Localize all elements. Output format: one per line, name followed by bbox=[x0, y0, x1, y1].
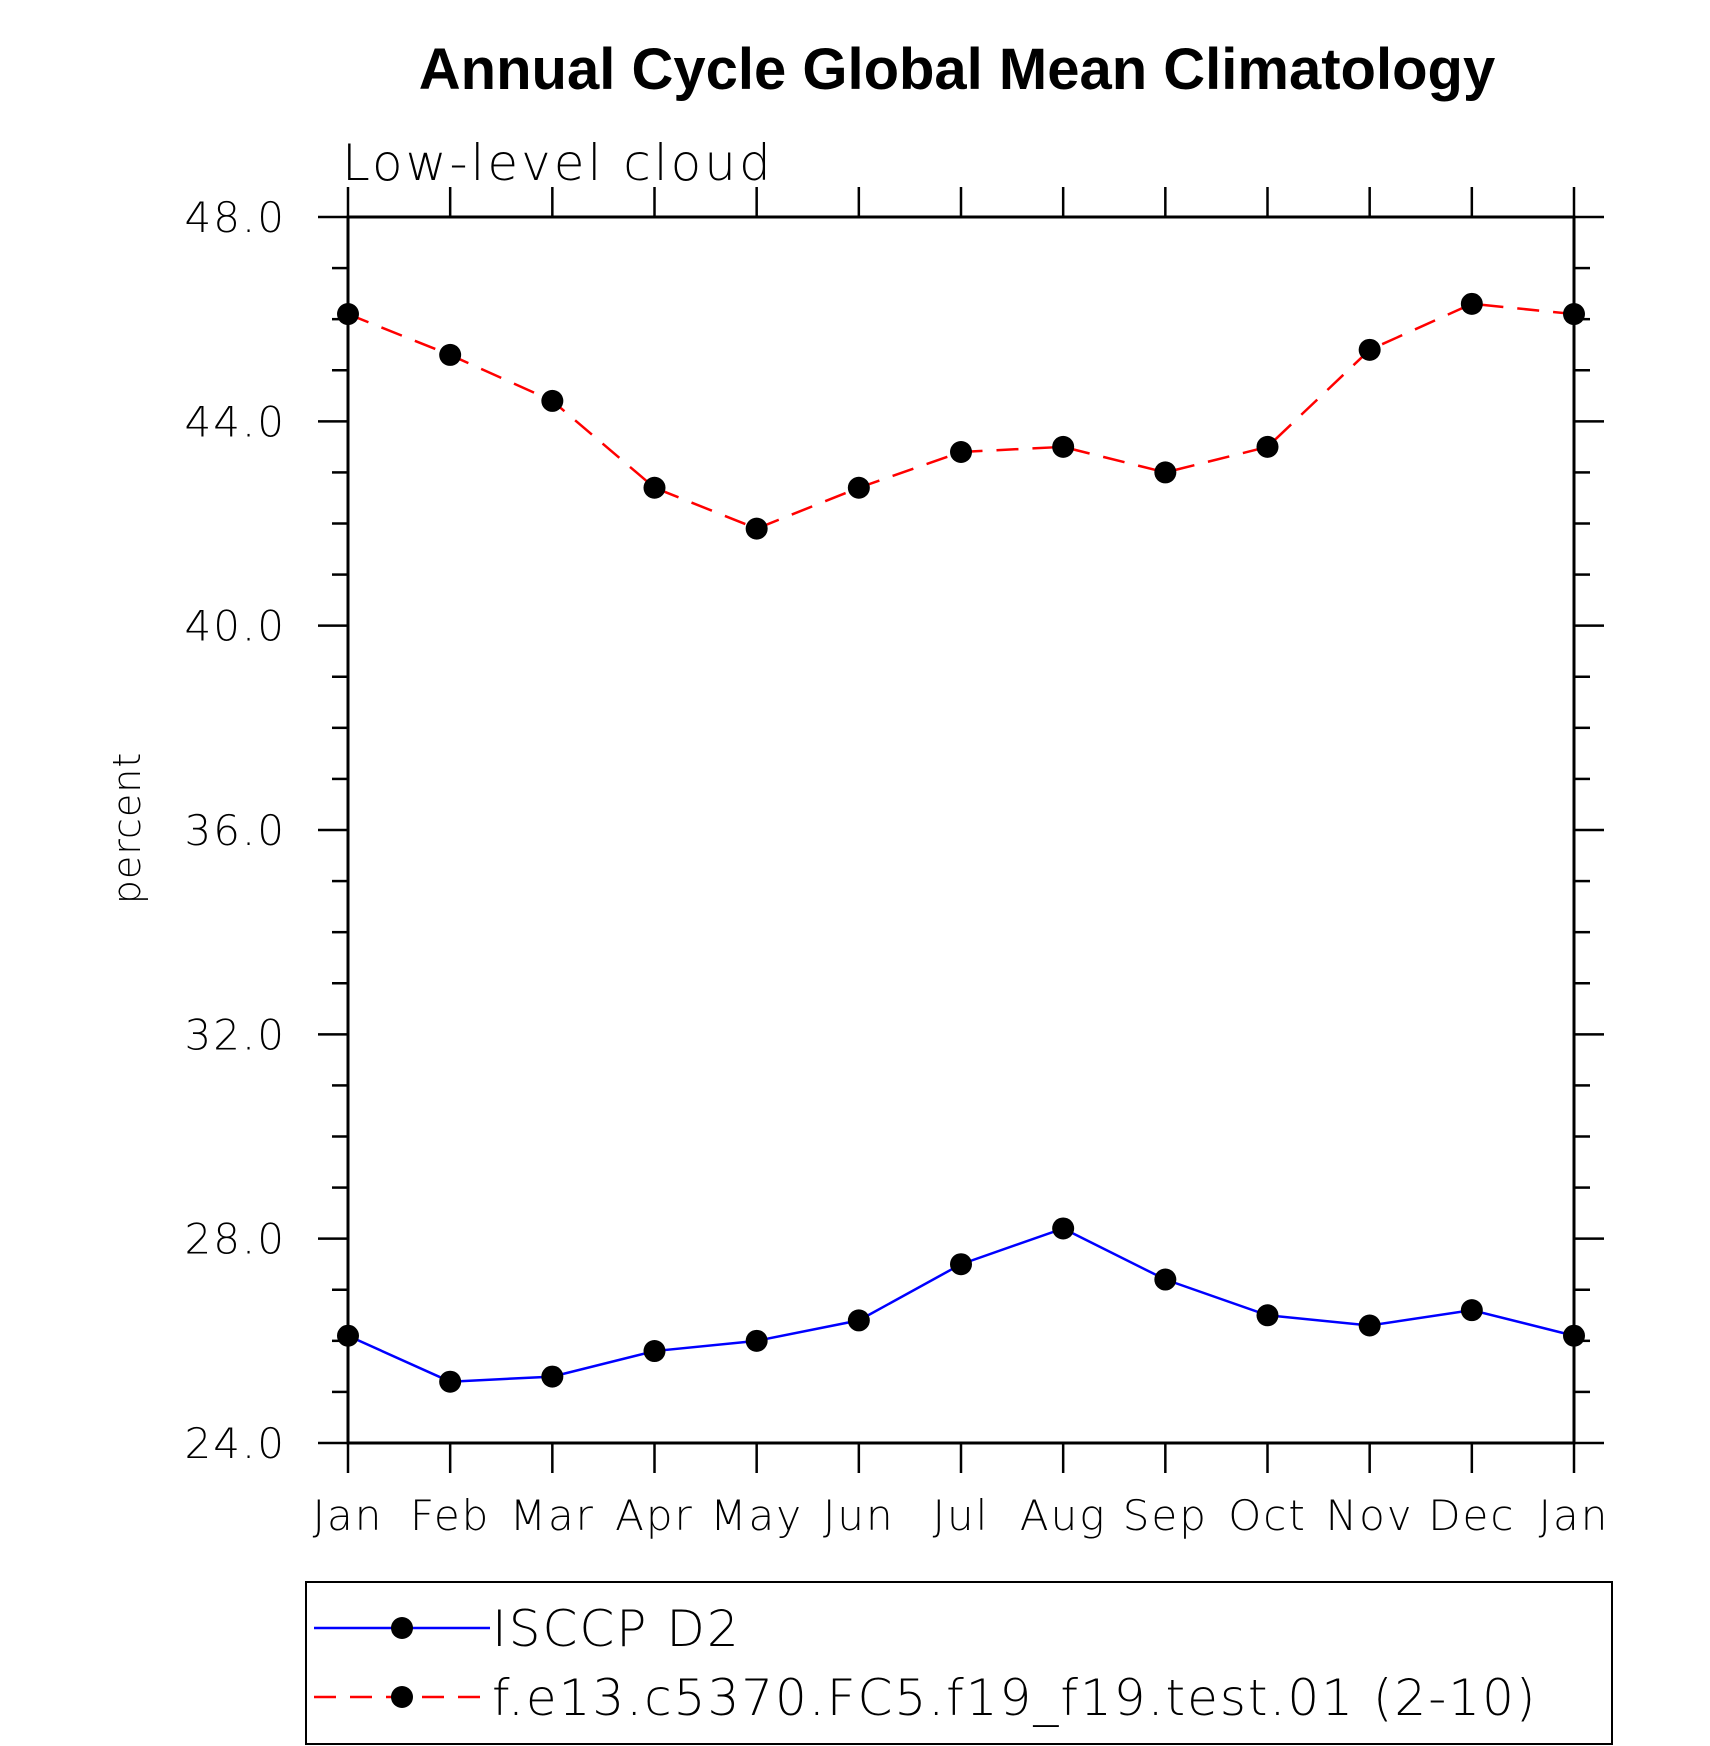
x-tick-label: Jan bbox=[313, 1491, 384, 1540]
legend-box bbox=[305, 1581, 1613, 1745]
chart-title: Annual Cycle Global Mean Climatology bbox=[419, 37, 1495, 102]
legend-marker bbox=[391, 1686, 413, 1708]
data-point bbox=[1358, 338, 1381, 361]
axes: 24.0 28.0 32.0 36.0 40.0 44.0 48.0 Jan Feb Mar Apr… bbox=[184, 187, 1610, 1540]
data-point bbox=[745, 517, 768, 540]
x-tick-label: Sep bbox=[1123, 1491, 1208, 1540]
data-point bbox=[1052, 1217, 1075, 1240]
legend-marker bbox=[391, 1617, 413, 1639]
x-tick-label: Aug bbox=[1020, 1491, 1107, 1540]
data-point bbox=[1154, 461, 1177, 484]
series-line bbox=[347, 302, 1575, 530]
x-tick-label: Jun bbox=[823, 1491, 895, 1540]
x-tick-label: Jul bbox=[933, 1491, 990, 1540]
series-2 bbox=[337, 292, 1585, 540]
y-tick-label: 36.0 bbox=[184, 806, 286, 855]
chart-subtitle: Low-level cloud bbox=[342, 134, 774, 192]
data-point bbox=[337, 1324, 359, 1347]
y-tick-label: 48.0 bbox=[184, 193, 286, 242]
data-point bbox=[1256, 1304, 1279, 1327]
x-tick-label: Oct bbox=[1228, 1491, 1307, 1540]
data-point bbox=[541, 1365, 564, 1388]
x-tick-label: Apr bbox=[615, 1491, 694, 1540]
data-point bbox=[337, 303, 359, 326]
y-tick-label: 28.0 bbox=[184, 1215, 286, 1264]
x-tick-label: Nov bbox=[1326, 1491, 1414, 1540]
x-tick-label: May bbox=[710, 1491, 803, 1540]
series-line bbox=[347, 1227, 1575, 1383]
series-layer bbox=[337, 292, 1585, 1393]
legend-item-2: f.e13.c5370.FC5.f19_f19.test.01 (2-10) bbox=[314, 1669, 1537, 1727]
legend-label: ISCCP D2 bbox=[492, 1600, 741, 1658]
x-tick-label: Jan bbox=[1539, 1491, 1610, 1540]
y-axis-label: percent bbox=[105, 752, 149, 905]
data-point bbox=[950, 1253, 972, 1276]
legend-items: ISCCP D2 f.e13.c5370.FC5.f19_f19.test.01 … bbox=[314, 1600, 1537, 1727]
y-tick-label: 24.0 bbox=[184, 1419, 286, 1468]
x-tick-label: Dec bbox=[1428, 1491, 1515, 1540]
data-point bbox=[439, 343, 462, 366]
y-tick-label: 44.0 bbox=[184, 397, 286, 446]
data-point bbox=[541, 389, 564, 412]
data-point bbox=[643, 1340, 666, 1363]
data-point bbox=[1460, 1299, 1483, 1322]
data-point bbox=[745, 1329, 768, 1352]
series-1 bbox=[337, 1217, 1585, 1393]
data-point bbox=[1563, 1324, 1585, 1347]
data-point bbox=[1563, 303, 1585, 326]
legend-label: f.e13.c5370.FC5.f19_f19.test.01 (2-10) bbox=[492, 1669, 1537, 1727]
legend: ISCCP D2 f.e13.c5370.FC5.f19_f19.test.01 … bbox=[305, 1581, 1613, 1745]
x-tick-label: Feb bbox=[410, 1491, 490, 1540]
legend-item-1: ISCCP D2 bbox=[314, 1600, 741, 1658]
data-point bbox=[847, 476, 870, 499]
data-point bbox=[1460, 292, 1483, 315]
data-point bbox=[847, 1309, 870, 1332]
data-point bbox=[950, 440, 972, 463]
y-tick-label: 40.0 bbox=[184, 602, 286, 651]
x-tick-label: Mar bbox=[510, 1491, 595, 1540]
data-point bbox=[439, 1370, 462, 1393]
data-point bbox=[1256, 435, 1279, 458]
data-point bbox=[643, 476, 666, 499]
y-tick-label: 32.0 bbox=[184, 1010, 286, 1059]
data-point bbox=[1358, 1314, 1381, 1337]
data-point bbox=[1154, 1268, 1177, 1291]
data-point bbox=[1052, 435, 1075, 458]
